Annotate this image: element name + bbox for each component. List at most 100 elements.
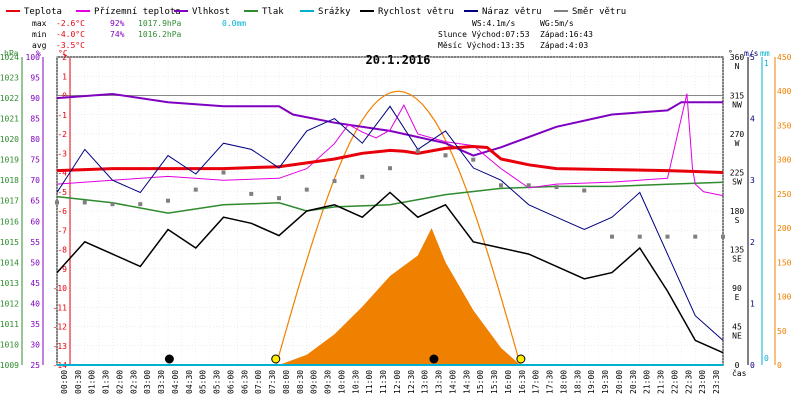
x-tick: 03:00 (143, 370, 152, 394)
moonset-marker (164, 354, 174, 364)
x-tick: 20:00 (615, 370, 624, 394)
info-sun-set: Západ:16:43 (540, 30, 593, 39)
solar-tick: 250 (777, 190, 792, 199)
hpa-tick: 1022 (0, 94, 19, 103)
astro-info: WS:4.1m/s WG:5m/s Slunce Východ:07:53 Zá… (438, 19, 593, 50)
wind-direction-point (665, 234, 670, 239)
sunset-marker (516, 354, 526, 364)
hpa-tick: 1018 (0, 176, 19, 185)
x-tick: 12:00 (393, 370, 402, 394)
legend-label: Teplota (24, 7, 62, 17)
dir-tick: 0 (735, 361, 740, 370)
pct-tick: 25 (30, 361, 40, 370)
x-tick: 05:30 (213, 370, 222, 394)
pct-tick: 35 (30, 320, 40, 329)
rain-tick: 1 (764, 59, 769, 68)
wind-direction-point (221, 170, 226, 175)
legend-label: Přízemní teplota (94, 7, 181, 17)
pct-tick: 100 (26, 53, 41, 62)
info-sun-rise: Slunce Východ:07:53 (438, 30, 530, 39)
wind-direction-point (582, 188, 587, 193)
dir-tick: 315 (730, 92, 745, 101)
temp-tick: 0 (62, 92, 67, 101)
wind-direction-point (610, 234, 614, 239)
plot-area (55, 90, 725, 366)
hpa-tick: 1011 (0, 320, 19, 329)
temp-tick: -11 (53, 303, 68, 312)
stats-max-label: max (32, 19, 47, 28)
legend-label: Vlhkost (192, 7, 230, 17)
legend-label: Směr větru (572, 7, 626, 17)
wind-unit: m/s (744, 49, 759, 58)
solar-tick: 200 (777, 224, 792, 233)
x-tick: 18:30 (573, 370, 582, 394)
stats-min-temp: -4.0°C (56, 30, 85, 39)
solar-tick: 50 (777, 327, 787, 336)
temp-tick: -8 (57, 246, 67, 255)
stats-avg-temp: -3.5°C (56, 41, 85, 50)
x-tick: 14:30 (462, 370, 471, 394)
x-tick: 01:00 (88, 370, 97, 394)
series-sunshine (279, 228, 521, 365)
temp-tick: -4 (57, 169, 67, 178)
pct-tick: 60 (30, 217, 40, 226)
wind-direction-point (193, 187, 198, 192)
x-tick: 05:00 (199, 370, 208, 394)
x-tick: 19:30 (601, 370, 610, 394)
series-humidity (56, 92, 723, 157)
chart-grid (56, 56, 724, 366)
dir-unit: ° (728, 49, 733, 58)
x-tick: 10:00 (337, 370, 346, 394)
legend-label: Rychlost větru (378, 7, 454, 17)
hpa-tick: 1019 (0, 156, 19, 165)
chart-axes: 1024102310221021102010191018101710161015… (0, 49, 792, 370)
temp-tick: -13 (53, 342, 68, 351)
wind-direction-point (415, 149, 420, 154)
x-axis: 00:00 00:30 01:00 01:30 02:00 02:30 03:00 03:30… (60, 370, 721, 394)
x-tick: 22:30 (684, 370, 693, 394)
temp-tick: -7 (57, 226, 67, 235)
x-tick: 10:30 (351, 370, 360, 394)
x-tick: 15:00 (476, 370, 485, 394)
x-tick: 16:00 (504, 370, 513, 394)
dir-name: NE (732, 332, 742, 341)
wind-direction-point (554, 185, 559, 190)
x-tick: 03:30 (157, 370, 166, 394)
x-tick: 11:30 (379, 370, 388, 394)
x-tick: 14:00 (448, 370, 457, 394)
info-moon-rise: Měsíc Východ:13:35 (438, 41, 525, 50)
temp-tick: -5 (57, 188, 67, 197)
pct-tick: 85 (30, 115, 40, 124)
pct-tick: 90 (30, 94, 40, 103)
wind-direction-point (277, 196, 281, 201)
solar-tick: 450 (777, 53, 792, 62)
hpa-tick: 1014 (0, 258, 19, 267)
sun-arc (275, 90, 521, 366)
chart-title: 20.1.2016 (365, 53, 430, 67)
wind-tick: 5 (750, 53, 755, 62)
hpa-tick: 1009 (0, 361, 19, 370)
x-tick: 04:30 (185, 370, 194, 394)
wind-direction-point (637, 234, 642, 239)
pct-tick: 40 (30, 299, 40, 308)
pct-tick: 95 (30, 74, 40, 83)
wind-direction-point (443, 153, 448, 158)
stats-avg-label: avg (32, 41, 47, 50)
hpa-tick: 1010 (0, 340, 19, 349)
dir-name: N (735, 62, 740, 71)
wind-direction-point (360, 174, 365, 179)
x-tick: 17:00 (532, 370, 541, 394)
x-tick: 11:00 (365, 370, 374, 394)
dir-tick: 45 (732, 323, 742, 332)
solar-tick: 100 (777, 293, 792, 302)
info-moon-set: Západ:4:03 (540, 41, 588, 50)
temp-tick: -6 (57, 207, 67, 216)
dir-name: SE (732, 255, 742, 264)
info-wg: WG:5m/s (540, 19, 574, 28)
temp-tick: -10 (53, 284, 68, 293)
temp-tick: 1 (62, 72, 67, 81)
temp-tick: -12 (53, 323, 68, 332)
stats-max-temp: -2.6°C (56, 19, 85, 28)
temp-tick: -1 (57, 111, 67, 120)
